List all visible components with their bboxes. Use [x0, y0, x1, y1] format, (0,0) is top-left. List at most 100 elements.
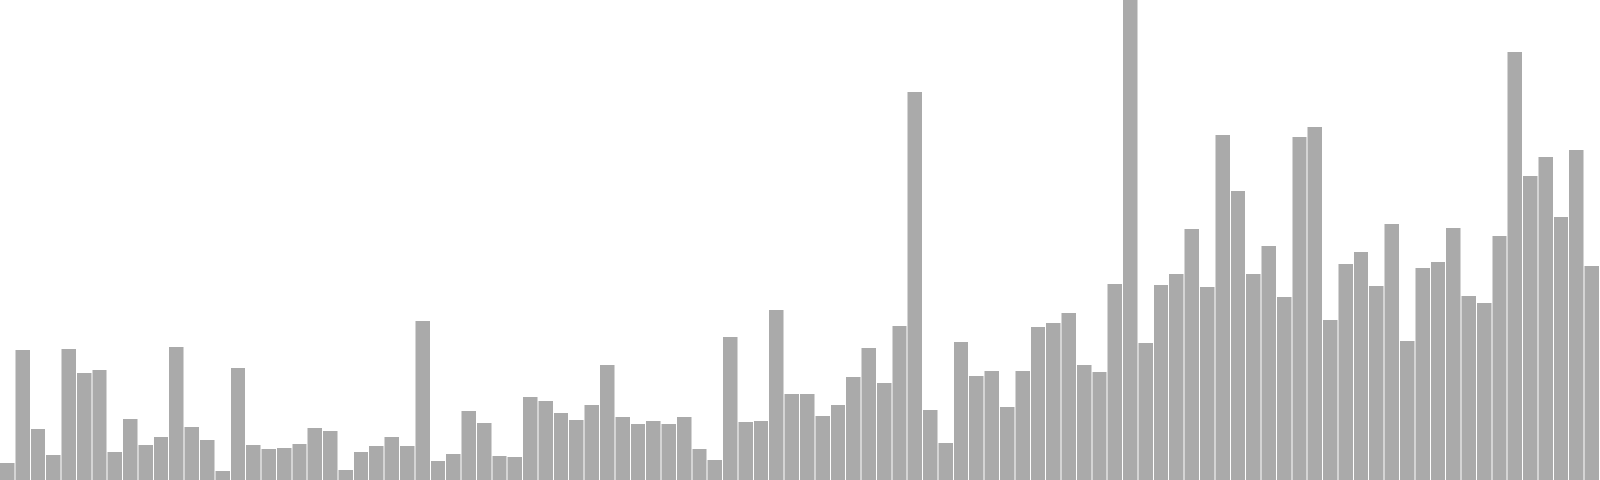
- bar-41: [630, 424, 646, 480]
- bar-96: [1476, 303, 1492, 480]
- bar-95: [1461, 296, 1476, 480]
- bar-5: [76, 373, 92, 480]
- bar-49: [753, 421, 769, 480]
- bar-60: [923, 410, 938, 480]
- bar-16: [246, 445, 261, 480]
- bar-21: [323, 431, 338, 480]
- bar-65: [1000, 407, 1015, 480]
- bar-43: [661, 424, 676, 480]
- bar-84: [1292, 137, 1307, 480]
- bar-80: [1230, 191, 1246, 480]
- bar-70: [1076, 365, 1092, 480]
- bar-83: [1276, 297, 1292, 480]
- bar-4: [61, 349, 76, 480]
- bar-72: [1107, 284, 1123, 480]
- bar-47: [723, 337, 738, 480]
- bar-29: [446, 454, 461, 480]
- bar-103: [1584, 266, 1599, 480]
- bar-13: [200, 440, 215, 480]
- bar-53: [815, 416, 830, 480]
- bar-99: [1523, 176, 1538, 480]
- bar-30: [461, 411, 476, 480]
- bar-6: [92, 370, 107, 480]
- bar-63: [969, 376, 984, 480]
- bar-17: [261, 449, 276, 480]
- bar-66: [1015, 371, 1030, 480]
- bar-33: [507, 457, 523, 480]
- bar-56: [861, 348, 876, 480]
- bar-76: [1169, 274, 1184, 480]
- bar-23: [353, 452, 369, 480]
- bar-26: [400, 446, 415, 480]
- bar-22: [338, 470, 353, 480]
- bar-45: [692, 449, 707, 480]
- bar-19: [292, 444, 307, 480]
- bar-57: [876, 383, 892, 480]
- bar-28: [430, 461, 446, 480]
- bar-64: [984, 371, 999, 480]
- bar-10: [153, 437, 169, 480]
- bar-52: [800, 394, 815, 480]
- bar-38: [584, 405, 599, 480]
- bar-78: [1200, 287, 1215, 480]
- bar-20: [307, 428, 323, 480]
- bar-40: [615, 417, 630, 480]
- bar-79: [1215, 135, 1230, 480]
- bar-36: [553, 413, 569, 480]
- bar-100: [1538, 157, 1553, 480]
- bar-55: [846, 377, 861, 480]
- bar-27: [415, 321, 430, 480]
- bar-68: [1046, 323, 1061, 480]
- bar-61: [938, 443, 953, 480]
- bar-44: [676, 417, 692, 480]
- bar-88: [1353, 252, 1369, 480]
- bar-34: [523, 397, 538, 480]
- bar-15: [230, 368, 246, 480]
- bar-24: [369, 446, 384, 480]
- bar-85: [1307, 127, 1323, 480]
- bar-73: [1123, 0, 1138, 480]
- bar-87: [1338, 264, 1353, 480]
- bar-101: [1553, 217, 1569, 480]
- bar-9: [138, 445, 153, 480]
- bar-39: [600, 365, 615, 480]
- bar-2: [30, 429, 46, 480]
- bar-18: [276, 448, 292, 480]
- bar-97: [1492, 236, 1507, 480]
- bar-89: [1369, 286, 1384, 480]
- bar-98: [1507, 52, 1523, 480]
- bar-82: [1261, 246, 1276, 480]
- bar-90: [1384, 224, 1399, 480]
- bar-1: [15, 350, 30, 480]
- bar-59: [907, 92, 923, 480]
- bar-11: [169, 347, 184, 480]
- bar-48: [738, 422, 753, 480]
- bar-93: [1430, 262, 1446, 480]
- bar-3: [46, 455, 61, 480]
- bar-81: [1246, 274, 1261, 480]
- bar-74: [1138, 343, 1153, 480]
- bar-62: [953, 342, 969, 480]
- bar-50: [769, 310, 784, 480]
- bar-58: [892, 326, 907, 480]
- bar-51: [784, 394, 799, 480]
- bar-92: [1415, 268, 1430, 480]
- bar-14: [215, 471, 230, 480]
- bar-32: [492, 456, 507, 480]
- bar-12: [184, 427, 199, 480]
- bar-75: [1153, 285, 1169, 480]
- bar-31: [476, 423, 492, 480]
- bar-25: [384, 437, 399, 480]
- bar-37: [569, 420, 584, 480]
- bar-91: [1400, 341, 1415, 480]
- bar-35: [538, 401, 553, 480]
- bar-102: [1569, 150, 1584, 480]
- bar-8: [123, 419, 138, 480]
- bar-42: [646, 421, 661, 480]
- bar-46: [707, 460, 723, 480]
- bar-71: [1092, 372, 1107, 480]
- bar-67: [1030, 327, 1046, 480]
- bar-54: [830, 405, 846, 480]
